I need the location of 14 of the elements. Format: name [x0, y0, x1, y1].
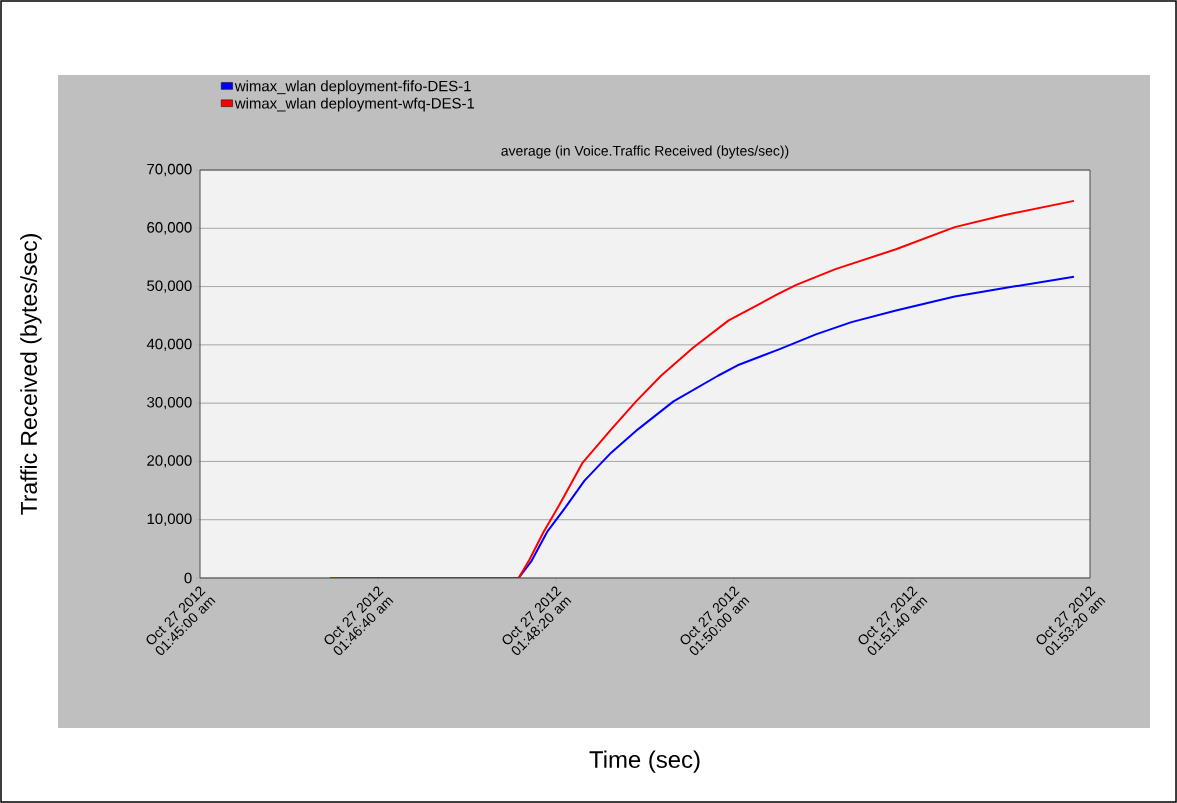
line-series: [328, 199, 1075, 578]
chart-title: average (in Voice.Traffic Received (bytes/sec)): [501, 145, 789, 159]
y-tick-label: 70,000: [147, 163, 192, 177]
x-axis-title: Time (sec): [589, 750, 700, 773]
y-tick-label: 40,000: [146, 338, 192, 352]
y-tick-label: 60,000: [147, 222, 192, 235]
y-axis-title: Traffic Received (bytes/sec): [20, 234, 42, 515]
legend-label: wimax_wlan deployment-fifo-DES-1: [234, 80, 471, 95]
y-tick-label: 20,000: [147, 455, 192, 468]
y-tick-label: 0: [184, 572, 192, 584]
y-tick-label: 30,000: [147, 396, 192, 410]
y-tick-label: 50,000: [147, 280, 192, 293]
y-tick-label: 10,000: [147, 513, 192, 526]
legend-label: wimax_wlan deployment-wfq-DES-1: [234, 97, 475, 112]
